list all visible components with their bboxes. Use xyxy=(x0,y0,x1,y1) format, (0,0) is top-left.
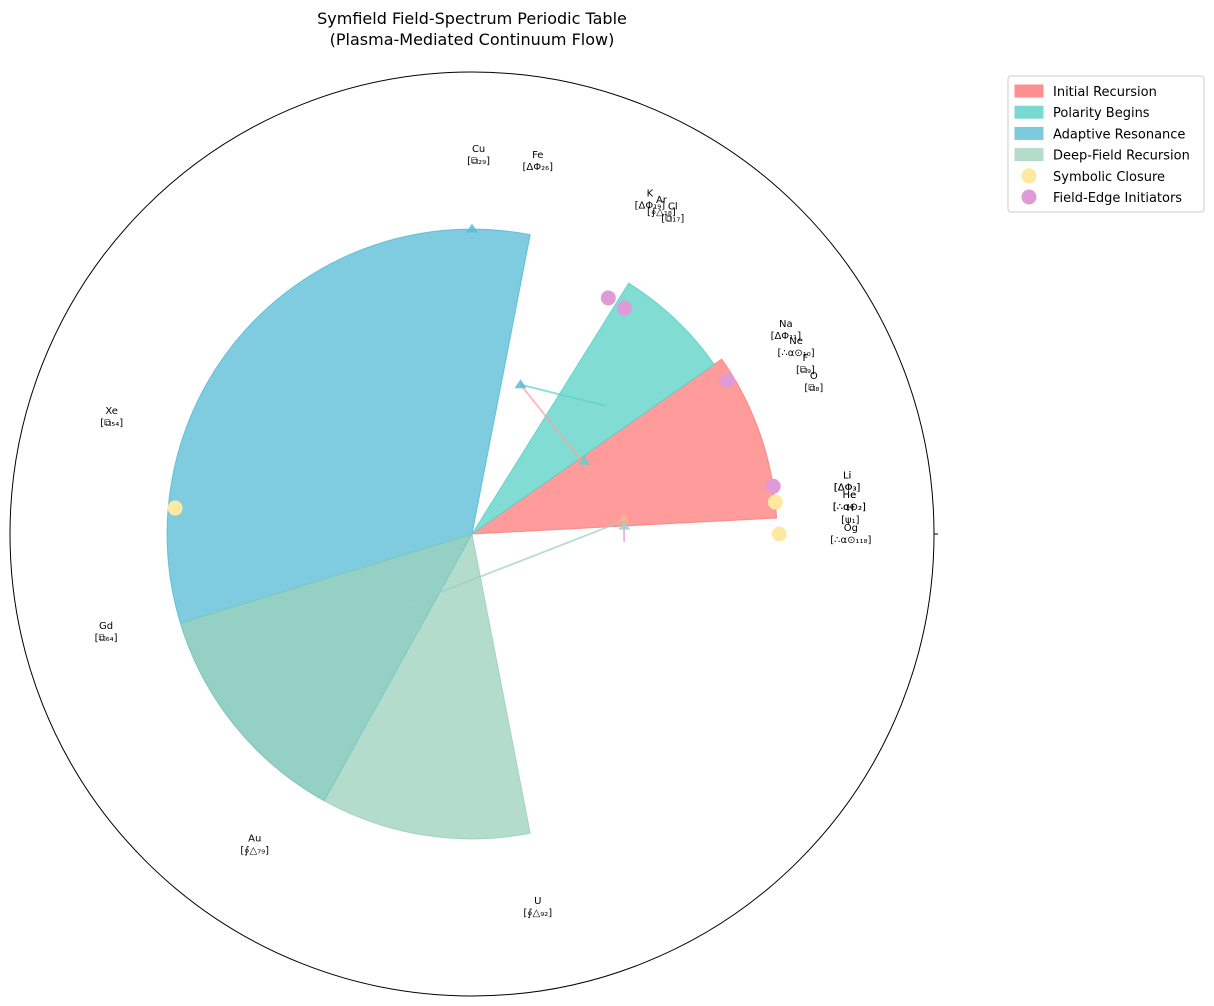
bar-adaptive-resonance xyxy=(166,228,531,624)
element-name-h-4: H xyxy=(847,503,855,514)
element-name-gd-16: Gd xyxy=(99,621,113,632)
marker-symbolic-closure-0 xyxy=(771,526,787,542)
element-code-u-18: [∮△₉₂] xyxy=(523,908,552,919)
legend-label-field-edge-initiators: Field-Edge Initiators xyxy=(1053,191,1182,206)
element-code-gd-16: [⧉₆₄] xyxy=(95,633,118,644)
element-code-k-12: [ΔΦ₁₉] xyxy=(635,201,666,212)
element-code-ar-11: [∮△₁₈] xyxy=(647,207,676,218)
element-code-he-3: [∴α⊙₂] xyxy=(833,502,866,513)
flow-arrowhead-1 xyxy=(578,455,591,465)
legend-label-adaptive-resonance: Adaptive Resonance xyxy=(1053,127,1185,142)
element-code-na-9: [ΔΦ₁₁] xyxy=(771,331,802,342)
legend-swatch-initial-recursion xyxy=(1014,84,1044,98)
flow-line-1 xyxy=(519,384,624,514)
flow-arrowhead-3 xyxy=(618,520,631,530)
element-labels-layer: Li[ΔΦ₃]Li[ΔΦ₃]He[∴α⊙₂]He[∴α⊙₂]H[ψ₁]Og[∴α… xyxy=(95,144,872,919)
markers-layer xyxy=(167,290,787,542)
element-code-li-0: [ΔΦ₃] xyxy=(834,482,861,493)
element-code-he-2: [∴α⊙₂] xyxy=(833,502,866,513)
bars-layer xyxy=(166,228,778,840)
element-code-cl-10: [⧉₁₇] xyxy=(661,214,684,225)
marker-field-edge-initiators-6 xyxy=(600,290,616,306)
element-name-ne-8: Ne xyxy=(789,336,803,347)
flow-arrowhead-0 xyxy=(514,379,527,389)
element-code-cu-14: [⧉₂₉] xyxy=(467,156,490,167)
chart-title: Symfield Field-Spectrum Periodic Table xyxy=(317,9,627,28)
element-name-cu-14: Cu xyxy=(472,144,485,155)
legend-label-polarity-begins: Polarity Begins xyxy=(1053,106,1150,121)
bar-polarity-begins xyxy=(471,282,715,535)
legend-swatch-polarity-begins xyxy=(1014,105,1044,119)
legend-label-deep-field-recursion: Deep-Field Recursion xyxy=(1053,149,1190,164)
element-name-he-3: He xyxy=(843,490,857,501)
element-name-k-12: K xyxy=(647,189,654,200)
marker-symbolic-closure-2 xyxy=(167,500,183,516)
flow-lines-layer xyxy=(396,223,631,610)
marker-field-edge-initiators-5 xyxy=(616,300,632,316)
element-name-fe-13: Fe xyxy=(532,150,543,161)
legend-label-initial-recursion: Initial Recursion xyxy=(1053,85,1157,100)
legend-swatch-deep-field-recursion xyxy=(1014,148,1044,162)
chart-subtitle: (Plasma-Mediated Continuum Flow) xyxy=(330,30,615,49)
flow-line-0 xyxy=(520,383,606,407)
legend-entries: Initial Recursion Polarity Begins Adaptive… xyxy=(1014,84,1190,206)
element-code-ne-8: [∴α⊙₁₀] xyxy=(778,348,815,359)
legend-swatch-adaptive-resonance xyxy=(1014,126,1044,140)
flow-arrowhead-4 xyxy=(466,223,478,233)
legend-marker-field-edge-initiators xyxy=(1021,189,1037,205)
element-name-li-1: Li xyxy=(843,470,851,481)
element-name-u-18: U xyxy=(534,896,541,907)
element-code-li-1: [ΔΦ₃] xyxy=(834,482,861,493)
marker-field-edge-initiators-3 xyxy=(765,478,781,494)
element-name-cl-10: Cl xyxy=(668,202,678,213)
element-name-og-5: Og xyxy=(844,523,858,534)
bar-overlap-0 xyxy=(179,533,474,802)
marker-field-edge-initiators-4 xyxy=(719,373,735,389)
element-code-fe-13: [ΔΦ₂₆] xyxy=(523,162,554,173)
element-name-ar-11: Ar xyxy=(656,195,668,206)
marker-symbolic-closure-1 xyxy=(767,494,783,510)
element-name-na-9: Na xyxy=(779,319,793,330)
element-name-li-0: Li xyxy=(843,470,851,481)
legend-marker-symbolic-closure xyxy=(1021,168,1037,184)
element-code-f-7: [⧉₉] xyxy=(796,365,815,376)
element-code-xe-15: [⧉₅₄] xyxy=(100,418,123,429)
legend-label-symbolic-closure: Symbolic Closure xyxy=(1053,170,1165,185)
element-code-o-6: [⧉₈] xyxy=(804,383,823,394)
element-name-o-6: O xyxy=(810,371,818,382)
element-name-he-2: He xyxy=(843,490,857,501)
element-name-xe-15: Xe xyxy=(105,406,118,417)
element-name-f-7: F xyxy=(803,353,809,364)
legend-frame xyxy=(1007,75,1205,213)
element-code-og-5: [∴α⊙₁₁₈] xyxy=(830,535,871,546)
element-name-au-17: Au xyxy=(248,833,261,844)
flow-line-2 xyxy=(396,519,625,610)
legend: Initial Recursion Polarity Begins Adaptive… xyxy=(1007,75,1205,213)
element-code-h-4: [ψ₁] xyxy=(841,515,860,526)
element-code-au-17: [∮△₇₉] xyxy=(240,845,269,856)
flow-arrowhead-2 xyxy=(617,512,630,522)
